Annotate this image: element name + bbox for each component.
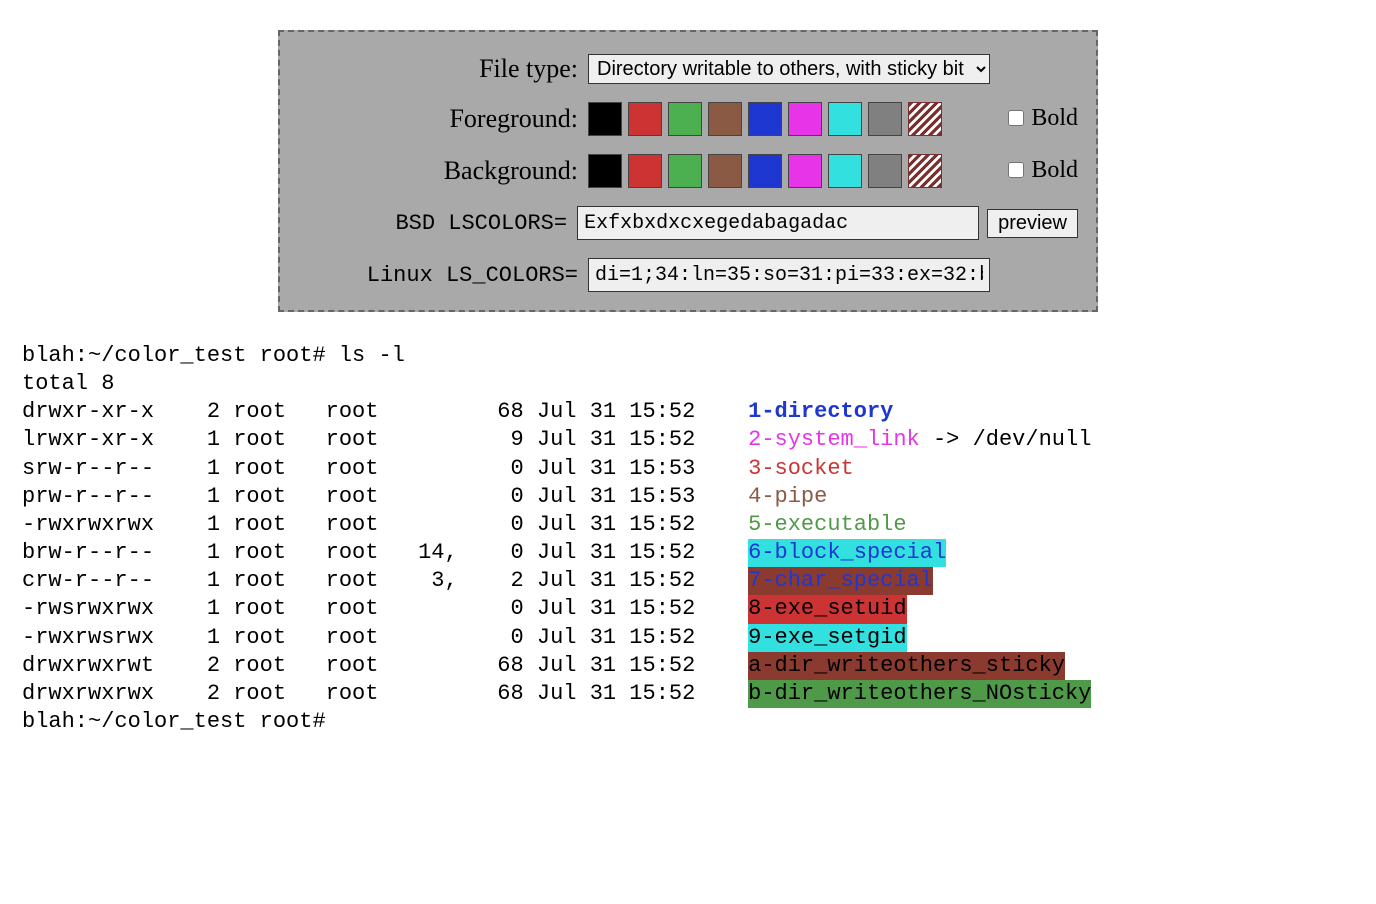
file-type-row: File type: Directory writable to others,… xyxy=(298,54,1078,84)
config-panel: File type: Directory writable to others,… xyxy=(278,30,1098,312)
background-swatch[interactable] xyxy=(708,154,742,188)
file-type-label: File type: xyxy=(298,54,588,84)
terminal-line: -rwsrwxrwx 1 root root 0 Jul 31 15:52 8-… xyxy=(22,595,1354,623)
file-name: 9-exe_setgid xyxy=(748,624,906,652)
preview-button[interactable]: preview xyxy=(987,209,1078,238)
foreground-swatch[interactable] xyxy=(868,102,902,136)
file-name: 1-directory xyxy=(748,398,893,426)
linux-lscolors-input[interactable] xyxy=(588,258,990,292)
terminal-line: -rwxrwxrwx 1 root root 0 Jul 31 15:52 5-… xyxy=(22,511,1354,539)
linux-lscolors-label: Linux LS_COLORS= xyxy=(298,263,588,288)
background-swatch[interactable] xyxy=(828,154,862,188)
file-name: 2-system_link xyxy=(748,426,920,454)
terminal-line: total 8 xyxy=(22,370,1354,398)
foreground-swatch[interactable] xyxy=(588,102,622,136)
terminal-line: brw-r--r-- 1 root root 14, 0 Jul 31 15:5… xyxy=(22,539,1354,567)
foreground-bold-checkbox[interactable] xyxy=(1008,110,1024,126)
background-swatch[interactable] xyxy=(748,154,782,188)
terminal-output: blah:~/color_test root# ls -ltotal 8drwx… xyxy=(22,342,1354,736)
terminal-line: blah:~/color_test root# xyxy=(22,708,1354,736)
terminal-line: -rwxrwsrwx 1 root root 0 Jul 31 15:52 9-… xyxy=(22,624,1354,652)
file-name: 5-executable xyxy=(748,511,906,539)
background-bold-checkbox[interactable] xyxy=(1008,162,1024,178)
background-bold-label[interactable]: Bold xyxy=(1004,157,1078,184)
background-swatch[interactable] xyxy=(628,154,662,188)
foreground-swatch[interactable] xyxy=(708,102,742,136)
terminal-line: prw-r--r-- 1 root root 0 Jul 31 15:53 4-… xyxy=(22,483,1354,511)
foreground-swatch[interactable] xyxy=(788,102,822,136)
terminal-line: blah:~/color_test root# ls -l xyxy=(22,342,1354,370)
terminal-line: drwxrwxrwx 2 root root 68 Jul 31 15:52 b… xyxy=(22,680,1354,708)
terminal-line: drwxrwxrwt 2 root root 68 Jul 31 15:52 a… xyxy=(22,652,1354,680)
file-name: b-dir_writeothers_NOsticky xyxy=(748,680,1091,708)
foreground-swatch[interactable] xyxy=(748,102,782,136)
terminal-line: srw-r--r-- 1 root root 0 Jul 31 15:53 3-… xyxy=(22,455,1354,483)
foreground-label: Foreground: xyxy=(298,104,588,134)
terminal-line: lrwxr-xr-x 1 root root 9 Jul 31 15:52 2-… xyxy=(22,426,1354,454)
background-label: Background: xyxy=(298,156,588,186)
foreground-swatch[interactable] xyxy=(668,102,702,136)
file-name: 6-block_special xyxy=(748,539,946,567)
bsd-row: BSD LSCOLORS= preview xyxy=(298,206,1078,240)
file-type-select[interactable]: Directory writable to others, with stick… xyxy=(588,54,990,84)
foreground-swatch[interactable] xyxy=(628,102,662,136)
background-swatch[interactable] xyxy=(588,154,622,188)
file-name: a-dir_writeothers_sticky xyxy=(748,652,1065,680)
file-name: 3-socket xyxy=(748,455,854,483)
background-row: Background: Bold xyxy=(298,154,1078,188)
file-name: 4-pipe xyxy=(748,483,827,511)
bold-text: Bold xyxy=(1031,157,1078,184)
terminal-line: crw-r--r-- 1 root root 3, 2 Jul 31 15:52… xyxy=(22,567,1354,595)
background-swatch-default[interactable] xyxy=(908,154,942,188)
file-name: 7-char_special xyxy=(748,567,933,595)
background-swatches xyxy=(588,154,998,188)
background-swatch[interactable] xyxy=(868,154,902,188)
foreground-swatch-default[interactable] xyxy=(908,102,942,136)
foreground-row: Foreground: Bold xyxy=(298,102,1078,136)
bold-text: Bold xyxy=(1031,105,1078,132)
bsd-lscolors-input[interactable] xyxy=(577,206,979,240)
foreground-swatches xyxy=(588,102,998,136)
terminal-line: drwxr-xr-x 2 root root 68 Jul 31 15:52 1… xyxy=(22,398,1354,426)
bsd-lscolors-label: BSD LSCOLORS= xyxy=(298,211,577,236)
file-name: 8-exe_setuid xyxy=(748,595,906,623)
background-swatch[interactable] xyxy=(788,154,822,188)
foreground-bold-label[interactable]: Bold xyxy=(1004,105,1078,132)
foreground-swatch[interactable] xyxy=(828,102,862,136)
background-swatch[interactable] xyxy=(668,154,702,188)
linux-row: Linux LS_COLORS= xyxy=(298,258,1078,292)
symlink-target: -> /dev/null xyxy=(920,427,1092,452)
